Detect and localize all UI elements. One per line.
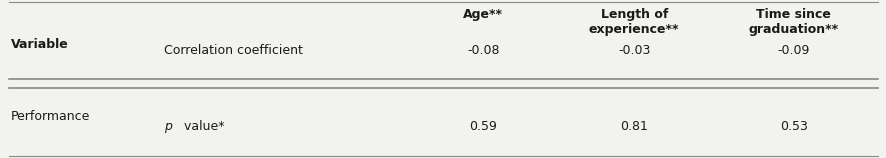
Text: Performance: Performance	[11, 110, 89, 123]
Text: 0.59: 0.59	[469, 120, 497, 133]
Text: value*: value*	[180, 120, 224, 133]
Text: p: p	[164, 120, 172, 133]
Text: Correlation coefficient: Correlation coefficient	[164, 44, 303, 57]
Text: 0.53: 0.53	[779, 120, 807, 133]
Text: Age**: Age**	[462, 8, 503, 21]
Text: -0.09: -0.09	[777, 44, 809, 57]
Text: Variable: Variable	[11, 38, 68, 51]
Text: -0.08: -0.08	[467, 44, 499, 57]
Text: -0.03: -0.03	[618, 44, 649, 57]
Text: Time since
graduation**: Time since graduation**	[748, 8, 838, 36]
Text: 0.81: 0.81	[619, 120, 648, 133]
Text: Length of
experience**: Length of experience**	[588, 8, 679, 36]
